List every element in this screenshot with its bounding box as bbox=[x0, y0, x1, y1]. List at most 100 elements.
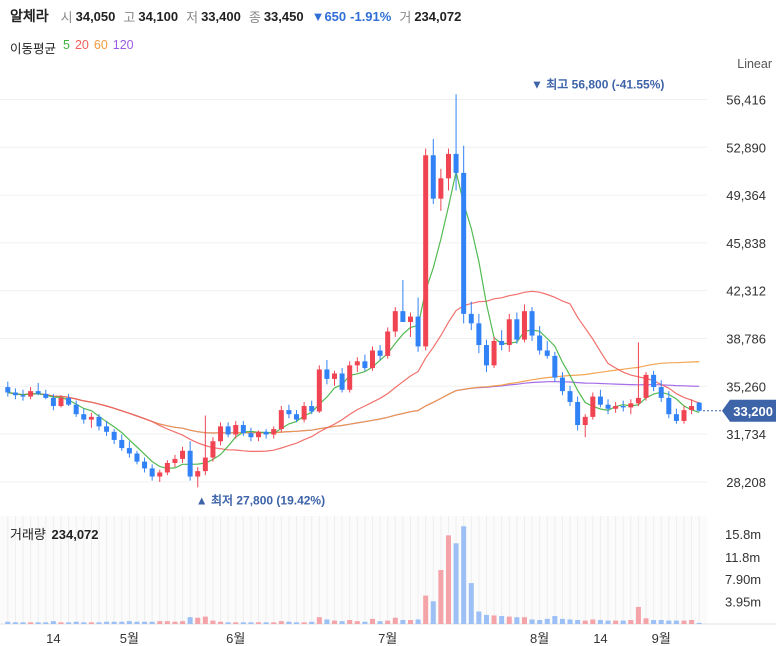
volume-bar bbox=[658, 620, 664, 624]
volume-bar bbox=[233, 622, 239, 624]
volume-bar bbox=[195, 617, 201, 624]
volume-bar bbox=[643, 618, 649, 624]
candle-body bbox=[499, 340, 505, 346]
volume-bar bbox=[134, 621, 140, 624]
price-tick-label: 38,786 bbox=[726, 331, 766, 346]
volume-bar bbox=[362, 621, 368, 624]
volume-bar bbox=[392, 617, 398, 624]
volume-bar bbox=[491, 615, 497, 624]
candle-body bbox=[514, 319, 520, 340]
volume-tick-label: 11.8m bbox=[725, 550, 760, 565]
candle-body bbox=[309, 406, 315, 412]
price-tick-label: 28,208 bbox=[726, 475, 766, 490]
change-value: ▼650 bbox=[311, 8, 347, 24]
moving-average-legend[interactable]: 이동평균 5 20 60 120 bbox=[10, 38, 134, 57]
volume-bar bbox=[552, 616, 558, 624]
volume-bar bbox=[324, 619, 330, 624]
volume-bar bbox=[12, 622, 18, 624]
volume-value: 234,072 bbox=[414, 8, 462, 24]
high-annotation: ▼ 최고 56,800 (-41.55%) bbox=[531, 76, 664, 91]
grid-lines bbox=[0, 98, 776, 625]
volume-bar bbox=[309, 621, 315, 624]
ma-60: 60 bbox=[93, 38, 108, 52]
candle-body bbox=[635, 397, 641, 404]
volume-bar bbox=[499, 616, 505, 624]
candle-body bbox=[559, 377, 565, 392]
volume-tick-label: 15.8m bbox=[725, 527, 761, 542]
candle-body bbox=[104, 426, 110, 432]
price-tick-label: 31,734 bbox=[726, 427, 766, 442]
candle-body bbox=[377, 350, 383, 356]
volume-bar bbox=[537, 620, 543, 624]
candle-body bbox=[491, 340, 497, 366]
volume-bar bbox=[43, 622, 49, 624]
price-tick-label: 45,838 bbox=[726, 236, 766, 251]
volume-bar bbox=[347, 620, 353, 624]
volume-bar bbox=[423, 595, 429, 624]
volume-bar bbox=[157, 621, 163, 624]
volume-bar bbox=[605, 620, 611, 624]
volume-bar bbox=[438, 570, 444, 624]
volume-bar bbox=[142, 621, 148, 624]
candle-body bbox=[354, 361, 360, 366]
volume-bar bbox=[400, 620, 406, 624]
candle-body bbox=[316, 369, 322, 412]
candle-body bbox=[468, 313, 474, 324]
candle-body bbox=[20, 395, 26, 397]
volume-bar bbox=[96, 622, 102, 624]
volume-bar bbox=[696, 622, 702, 624]
candle-body bbox=[643, 374, 649, 398]
low-annotation: ▲ 최저 27,800 (19.42%) bbox=[196, 492, 325, 507]
candle-body bbox=[628, 403, 634, 408]
candle-body bbox=[180, 450, 186, 459]
volume-bar bbox=[172, 621, 178, 624]
volume-bar bbox=[5, 621, 11, 624]
candle-body bbox=[111, 431, 117, 440]
candle-body bbox=[233, 425, 239, 435]
scale-mode-toggle[interactable]: Linear bbox=[737, 57, 772, 71]
candle-body bbox=[172, 458, 178, 463]
open-value: 34,050 bbox=[75, 8, 116, 24]
candle-body bbox=[613, 406, 619, 409]
volume-bar bbox=[681, 620, 687, 624]
candle-body bbox=[666, 397, 672, 415]
annotations: ▼ 최고 56,800 (-41.55%) ▲ 최저 27,800 (19.42%… bbox=[196, 76, 776, 507]
candle-body bbox=[5, 387, 11, 393]
volume-bar bbox=[210, 620, 216, 624]
stock-name: 알체라 bbox=[10, 8, 49, 24]
candle-body bbox=[187, 450, 193, 477]
candle-body bbox=[620, 406, 626, 408]
date-tick-label: 6월 bbox=[226, 631, 245, 646]
volume-bar bbox=[521, 617, 527, 624]
candle-body bbox=[256, 431, 262, 438]
close-label: 종 bbox=[248, 9, 261, 25]
volume-bar bbox=[278, 621, 284, 624]
volume-bar bbox=[369, 618, 375, 624]
volume-bar bbox=[88, 622, 94, 624]
price-tick-label: 56,416 bbox=[726, 92, 766, 107]
candle-body bbox=[12, 392, 18, 396]
volume-bar bbox=[559, 618, 565, 624]
open-label: 시 bbox=[60, 9, 73, 25]
candle-body bbox=[362, 361, 368, 369]
volume-bar bbox=[20, 622, 26, 624]
candle-body bbox=[597, 396, 603, 405]
candle-body bbox=[294, 414, 300, 420]
candle-body bbox=[73, 404, 79, 415]
volume-bar bbox=[180, 621, 186, 624]
candle-body bbox=[35, 391, 41, 394]
candles bbox=[5, 94, 702, 488]
candle-body bbox=[278, 410, 284, 430]
candle-body bbox=[575, 401, 581, 426]
candle-body bbox=[339, 373, 345, 390]
volume-bar bbox=[635, 606, 641, 624]
candle-body bbox=[400, 311, 406, 322]
price-axis: 56,416 52,890 49,364 45,838 42,312 38,786 35,2… bbox=[726, 92, 766, 489]
candle-body bbox=[567, 391, 573, 402]
volume-bar bbox=[332, 620, 338, 624]
date-tick-label: 7월 bbox=[378, 631, 397, 646]
volume-tick-label: 7.90m bbox=[725, 572, 761, 587]
current-price-tag bbox=[722, 399, 776, 422]
candle-body bbox=[202, 457, 208, 472]
